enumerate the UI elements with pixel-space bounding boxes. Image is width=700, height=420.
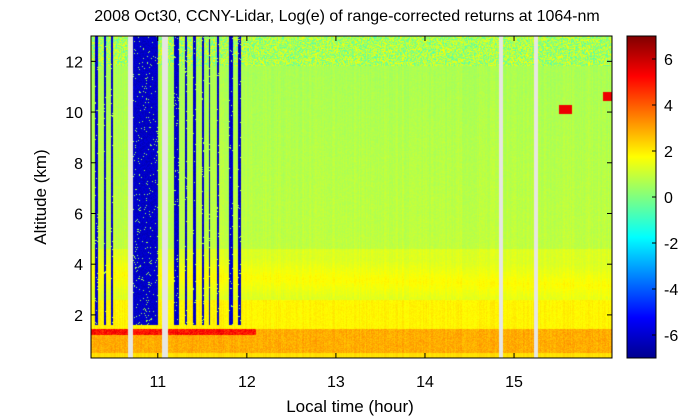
y-tick-label: 6 xyxy=(74,206,83,223)
y-tick-label: 2 xyxy=(74,308,83,325)
colorbar-gradient xyxy=(626,35,657,359)
x-axis-label: Local time (hour) xyxy=(286,397,414,416)
heatmap-image xyxy=(91,36,612,358)
colorbar-tick-label: 0 xyxy=(664,190,673,207)
colorbar-tick-label: 6 xyxy=(664,52,673,69)
colorbar: -6 -4 -2 0 2 4 6 xyxy=(626,35,678,359)
y-tick-label: 8 xyxy=(74,156,83,173)
x-axis: 11 12 13 14 15 xyxy=(149,36,523,391)
colorbar-tick-label: 2 xyxy=(664,144,673,161)
colorbar-ticks: -6 -4 -2 0 2 4 6 xyxy=(652,52,678,345)
chart-title: 2008 Oct30, CCNY-Lidar, Log(e) of range-… xyxy=(94,8,599,25)
y-tick-label: 10 xyxy=(65,105,83,122)
plot-area xyxy=(90,35,613,359)
y-tick-label: 12 xyxy=(65,54,83,71)
x-tick-label: 14 xyxy=(416,374,434,391)
y-axis-label: Altitude (km) xyxy=(31,149,50,244)
x-tick-label: 15 xyxy=(505,374,523,391)
x-tick-label: 13 xyxy=(327,374,345,391)
colorbar-tick-label: -4 xyxy=(664,282,678,299)
y-axis: 2 4 6 8 10 12 xyxy=(65,54,612,325)
x-tick-label: 12 xyxy=(238,374,256,391)
colorbar-tick-label: 4 xyxy=(664,98,673,115)
colorbar-tick-label: -6 xyxy=(664,328,678,345)
x-tick-label: 11 xyxy=(149,374,166,391)
y-tick-label: 4 xyxy=(74,257,83,274)
plot-frame xyxy=(90,35,613,359)
colorbar-tick-label: -2 xyxy=(664,236,678,253)
